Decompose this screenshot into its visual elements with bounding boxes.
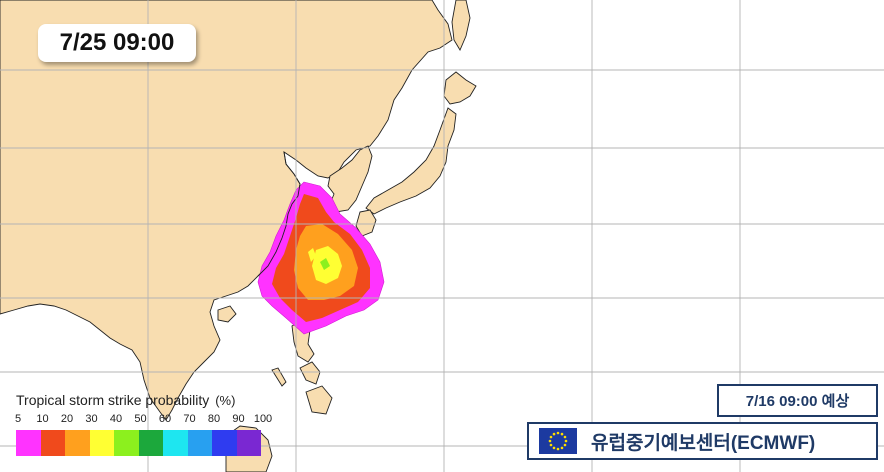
legend-ticks: 5 10 20 30 40 50 60 70 80 90 100 (8, 413, 274, 427)
legend-tick: 40 (109, 413, 123, 425)
palawan-island (271, 367, 287, 387)
legend-tick: 30 (85, 413, 98, 425)
contour-40-percent (320, 258, 330, 270)
mindanao-island (305, 385, 333, 415)
legend-swatch-0 (16, 430, 41, 456)
kyushu-island (355, 209, 377, 237)
legend-swatch-5 (138, 430, 163, 456)
eu-flag-icon (539, 428, 577, 454)
forecast-issue-time: 7/16 09:00 예상 (717, 384, 878, 417)
korean-peninsula (327, 145, 373, 213)
legend-title-text: Tropical storm strike probability (16, 392, 210, 408)
ecmwf-source-box: 유럽중기예보센터(ECMWF) (527, 422, 878, 460)
legend-tick: 10 (36, 413, 49, 425)
coastline-overlay (257, 151, 301, 277)
hainan-island (217, 305, 237, 323)
legend-swatch-6 (163, 430, 188, 456)
sakhalin-island (451, 0, 471, 51)
legend-tick: 20 (60, 413, 74, 425)
contour-30-percent-small (308, 248, 316, 262)
legend-tick: 5 (14, 413, 22, 425)
legend-swatch-3 (89, 430, 114, 456)
legend-swatch-2 (65, 430, 90, 456)
strike-probability-contours (257, 181, 385, 335)
visayas-islands (299, 361, 321, 385)
legend-unit: (%) (215, 393, 236, 408)
legend-tick: 70 (183, 413, 196, 425)
ecmwf-label: 유럽중기예보센터(ECMWF) (591, 432, 816, 454)
honshu-island (365, 107, 457, 215)
legend-title: Tropical storm strike probability (%) (16, 392, 235, 408)
forecast-valid-time: 7/25 09:00 (38, 24, 196, 62)
hokkaido-island (443, 71, 477, 105)
legend-tick: 80 (207, 413, 221, 425)
legend-swatch-4 (114, 430, 139, 456)
legend-swatch-7 (187, 430, 212, 456)
legend-swatch-8 (212, 430, 237, 456)
legend-swatch-1 (40, 430, 65, 456)
legend-tick: 90 (232, 413, 245, 425)
legend-tick: 50 (134, 413, 147, 425)
legend-swatch-9 (236, 430, 261, 456)
legend-tick: 60 (158, 413, 172, 425)
legend-tick: 100 (253, 413, 273, 425)
legend-color-bar (16, 430, 261, 456)
